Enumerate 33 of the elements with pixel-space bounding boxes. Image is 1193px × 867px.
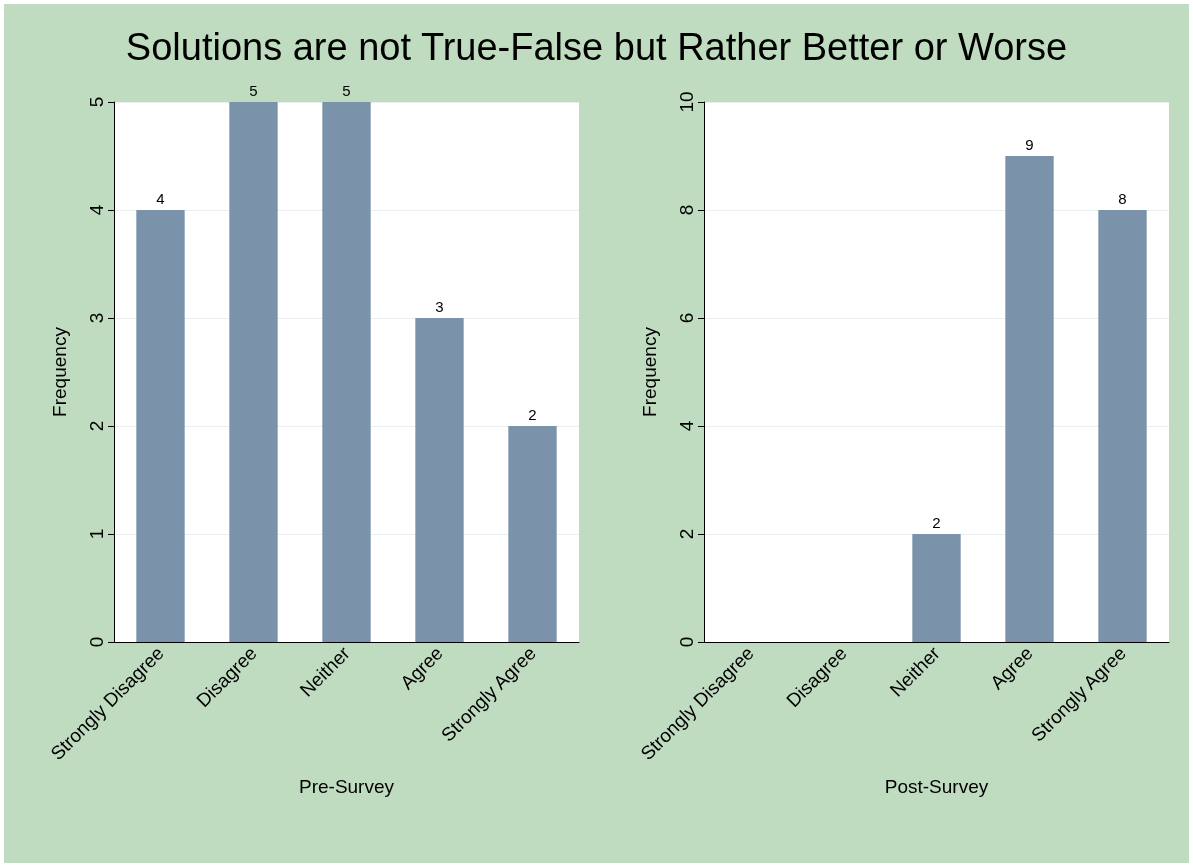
- data-label: 5: [249, 82, 258, 99]
- data-label: 2: [932, 514, 941, 531]
- bar: [1098, 210, 1147, 642]
- y-tick-label: 2: [676, 528, 697, 540]
- y-tick-label: 5: [86, 96, 107, 108]
- y-tick-label: 8: [676, 204, 697, 216]
- y-axis-title: Frequency: [639, 326, 660, 417]
- y-tick-label: 0: [86, 636, 107, 648]
- bar: [508, 426, 557, 642]
- y-axis-title: Frequency: [49, 326, 70, 417]
- y-tick-label: 4: [86, 204, 107, 216]
- y-tick-label: 4: [676, 420, 697, 432]
- data-label: 2: [528, 406, 537, 423]
- bar: [136, 210, 185, 642]
- data-label: 5: [342, 82, 351, 99]
- data-label: 3: [435, 298, 444, 315]
- bar: [1005, 156, 1054, 642]
- y-tick-label: 2: [86, 420, 107, 432]
- x-axis-title: Post-Survey: [884, 776, 989, 797]
- y-tick-label: 10: [676, 91, 697, 113]
- data-label: 4: [156, 190, 165, 207]
- x-axis-title: Pre-Survey: [298, 776, 395, 797]
- bar: [415, 318, 464, 642]
- y-tick-label: 1: [86, 528, 107, 540]
- y-tick-label: 6: [676, 312, 697, 324]
- y-tick-label: 3: [86, 312, 107, 324]
- data-label: 8: [1118, 190, 1127, 207]
- bar: [912, 534, 961, 642]
- data-label: 9: [1025, 136, 1034, 153]
- bar: [322, 102, 371, 642]
- bar: [229, 102, 278, 642]
- y-tick-label: 0: [676, 636, 697, 648]
- chart-title: Solutions are not True-False but Rather Better or Worse: [124, 25, 1069, 70]
